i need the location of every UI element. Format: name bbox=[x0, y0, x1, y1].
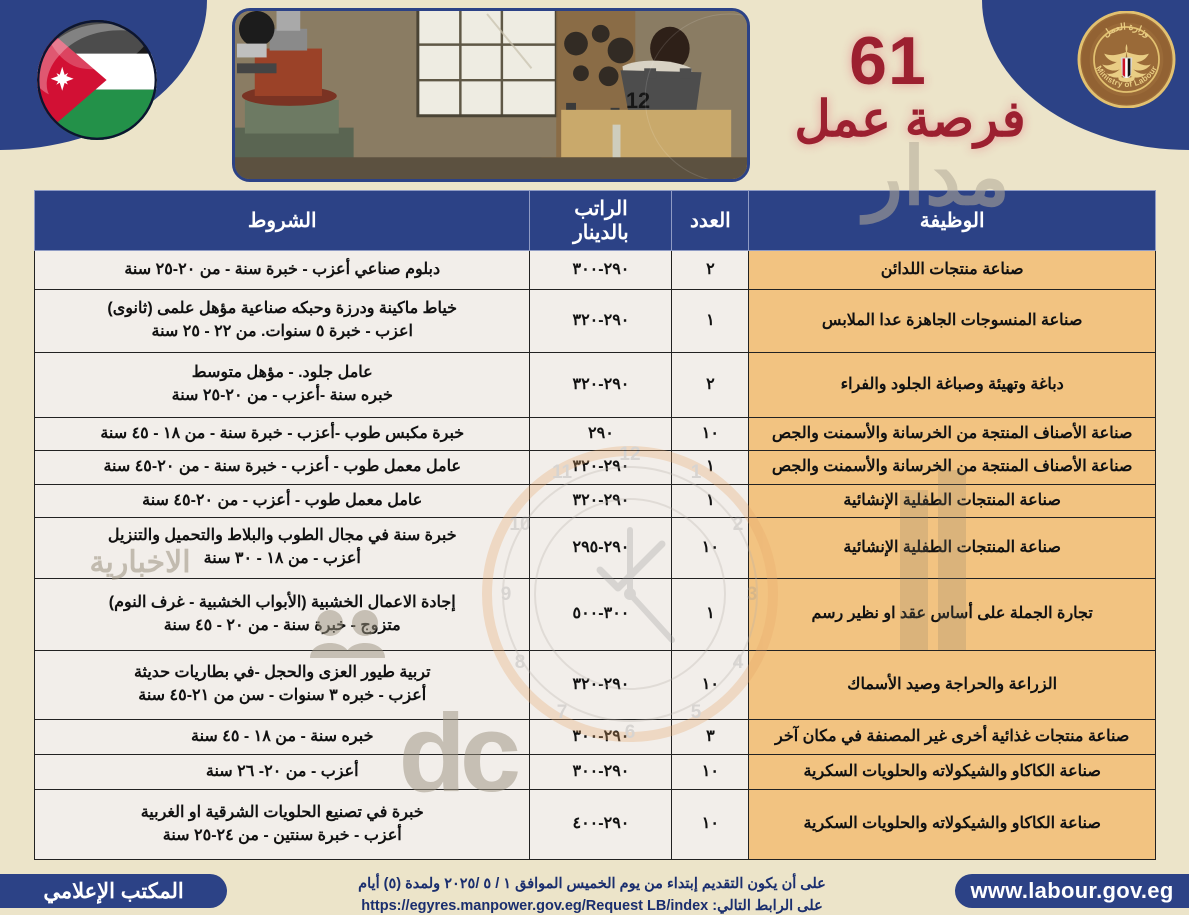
svg-text:12: 12 bbox=[626, 88, 650, 113]
